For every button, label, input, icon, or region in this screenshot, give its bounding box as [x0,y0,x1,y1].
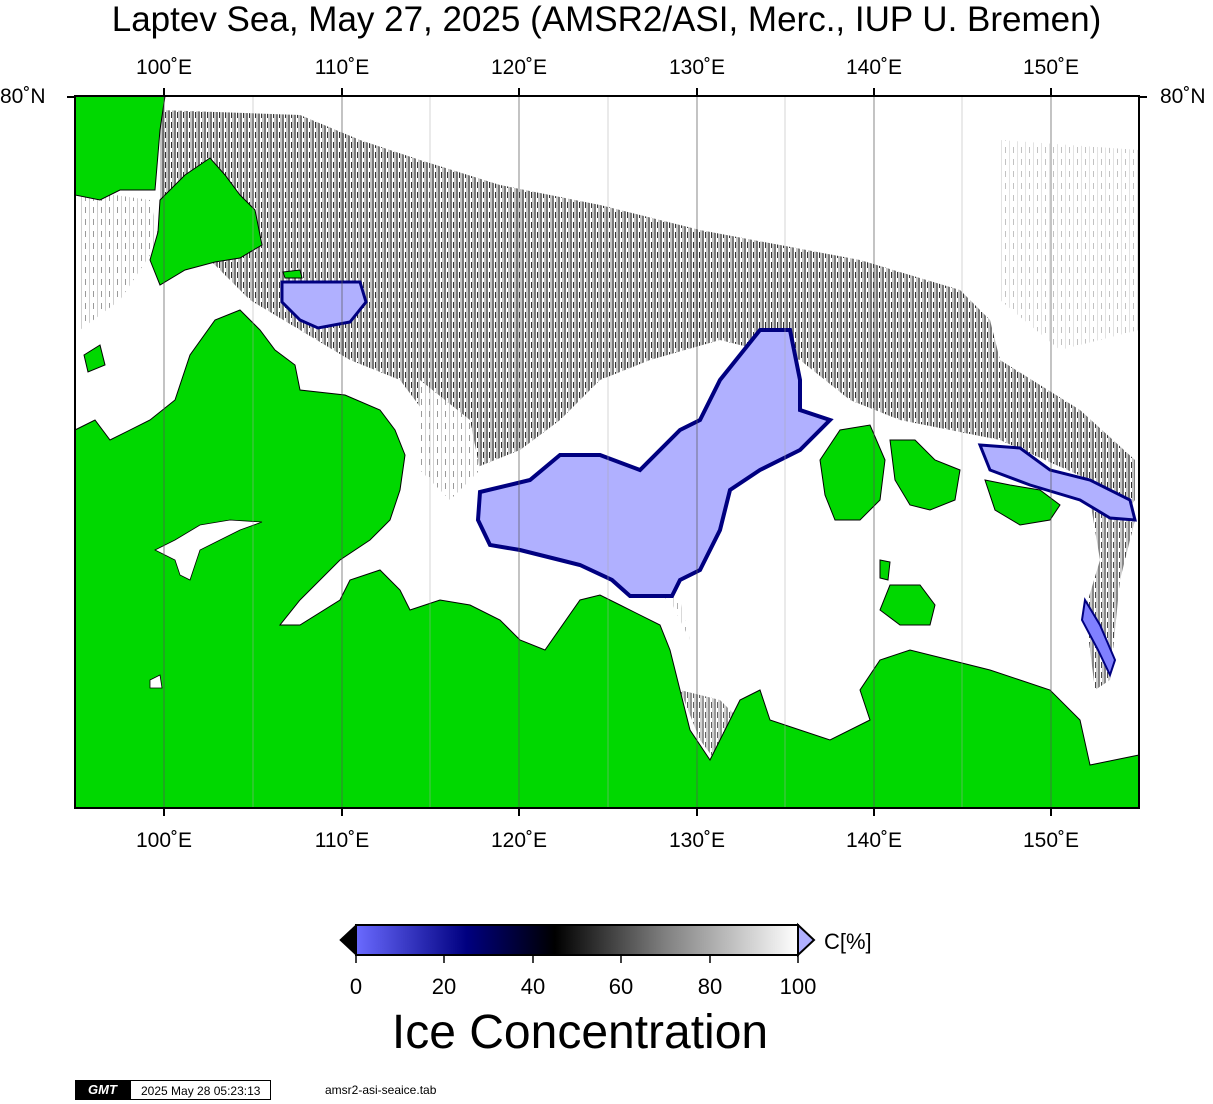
colorbar-tick-60: 60 [608,974,634,999]
colorbar-low-triangle [339,923,357,957]
lon-label-top-150: 150˚E [1022,56,1080,79]
colorbar-gradient [355,924,799,956]
lon-label-top-130: 130˚E [668,56,726,79]
lon-label-top-110: 110˚E [314,56,370,79]
lon-label-top-100: 100˚E [135,56,193,79]
colorbar-tick-80: 80 [697,974,723,999]
source-file: amsr2-asi-seaice.tab [325,1083,437,1097]
map-title: Laptev Sea, May 27, 2025 (AMSR2/ASI, Mer… [111,0,1102,39]
colorbar [339,922,816,963]
low-concentration-ice [280,280,1137,678]
lat-label-right: 80˚N [1160,85,1206,108]
lat-label-left: 80˚N [0,85,46,108]
colorbar-tick-0: 0 [349,974,363,999]
graticule [163,96,1052,808]
lon-label-bottom-110: 110˚E [314,829,370,852]
lon-label-top-120: 120˚E [490,56,548,79]
lon-label-bottom-120: 120˚E [490,829,548,852]
colorbar-tick-100: 100 [779,974,817,999]
sea-ice-field [80,110,1139,760]
lon-label-bottom-150: 150˚E [1022,829,1080,852]
land-masses [74,95,1140,809]
lon-label-top-140: 140˚E [845,56,903,79]
colorbar-title: Ice Concentration [391,1006,769,1059]
lon-label-bottom-100: 100˚E [135,829,193,852]
colorbar-tick-20: 20 [431,974,457,999]
colorbar-tick-40: 40 [520,974,546,999]
lon-label-bottom-140: 140˚E [845,829,903,852]
gmt-logo: GMT [75,1080,130,1100]
map-frame [74,95,1140,809]
colorbar-high-triangle [797,922,816,958]
timestamp: 2025 May 28 05:23:13 [130,1080,272,1100]
estuaries [149,519,263,689]
colorbar-unit: C[%] [824,929,872,954]
frame-ticks [67,88,1147,816]
lon-label-bottom-130: 130˚E [668,829,726,852]
